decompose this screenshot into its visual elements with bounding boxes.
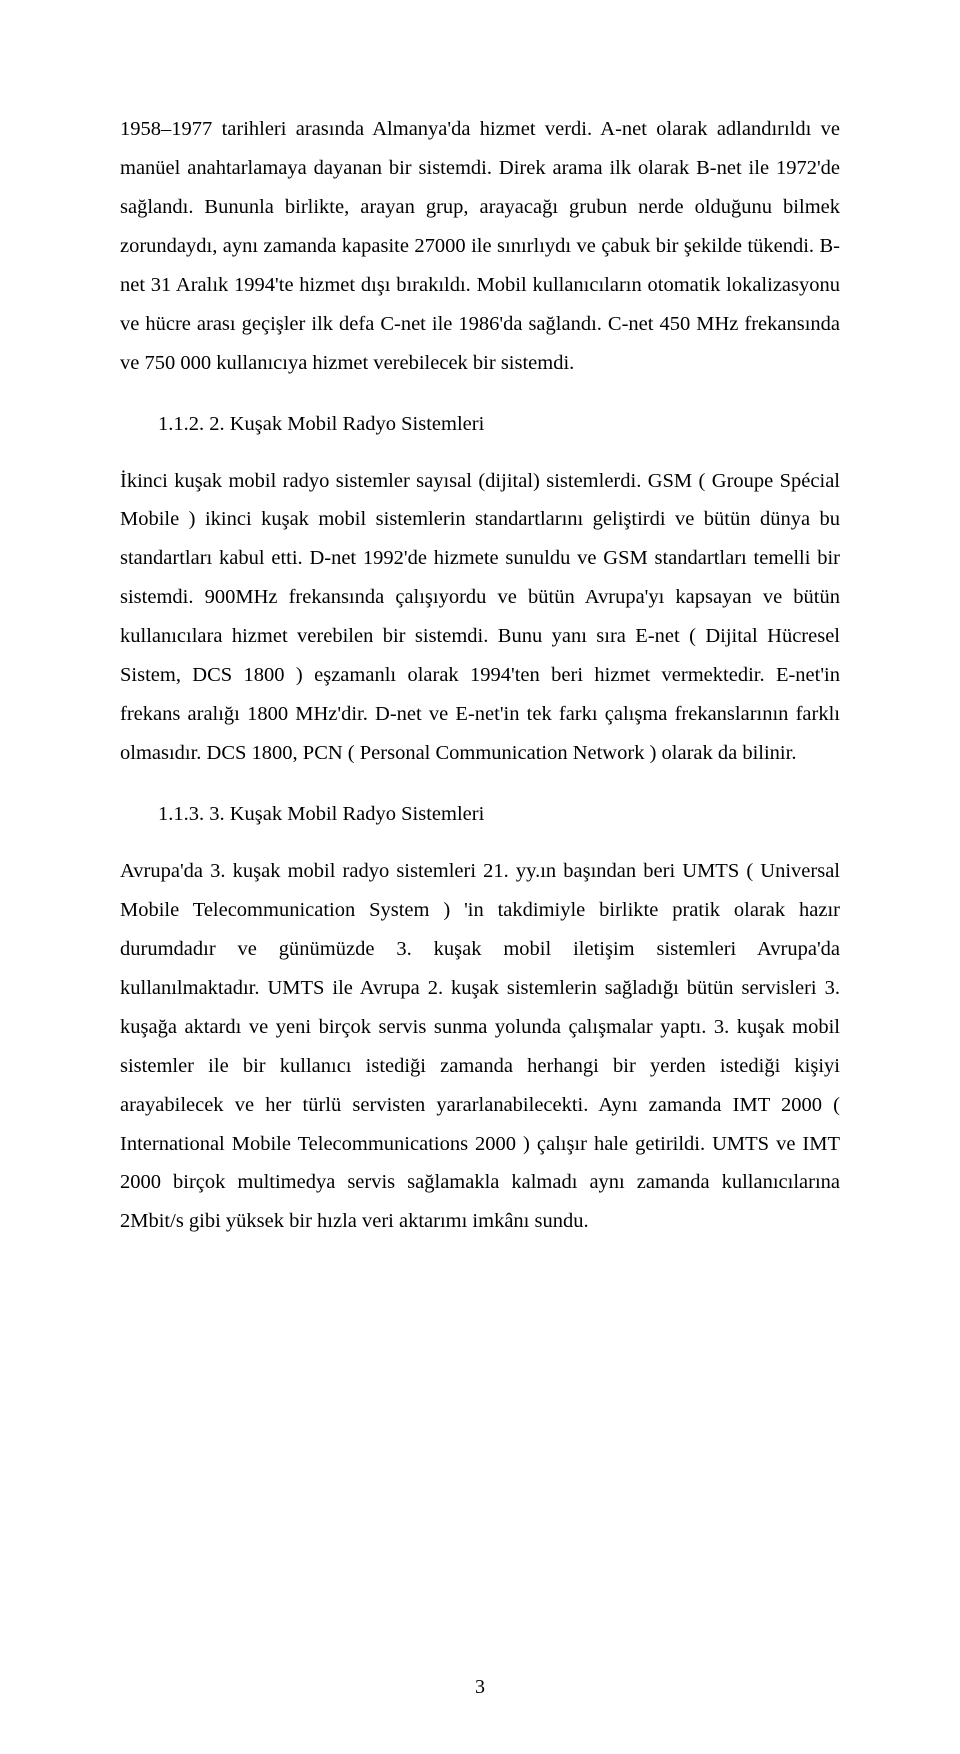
body-paragraph-2: İkinci kuşak mobil radyo sistemler sayıs… xyxy=(120,462,840,774)
page-number: 3 xyxy=(0,1668,960,1706)
body-paragraph-3: Avrupa'da 3. kuşak mobil radyo sistemler… xyxy=(120,852,840,1241)
document-page: 1958–1977 tarihleri arasında Almanya'da … xyxy=(0,0,960,1754)
section-heading-1-1-2: 1.1.2. 2. Kuşak Mobil Radyo Sistemleri xyxy=(120,405,840,444)
section-heading-1-1-3: 1.1.3. 3. Kuşak Mobil Radyo Sistemleri xyxy=(120,795,840,834)
body-paragraph-1: 1958–1977 tarihleri arasında Almanya'da … xyxy=(120,110,840,383)
